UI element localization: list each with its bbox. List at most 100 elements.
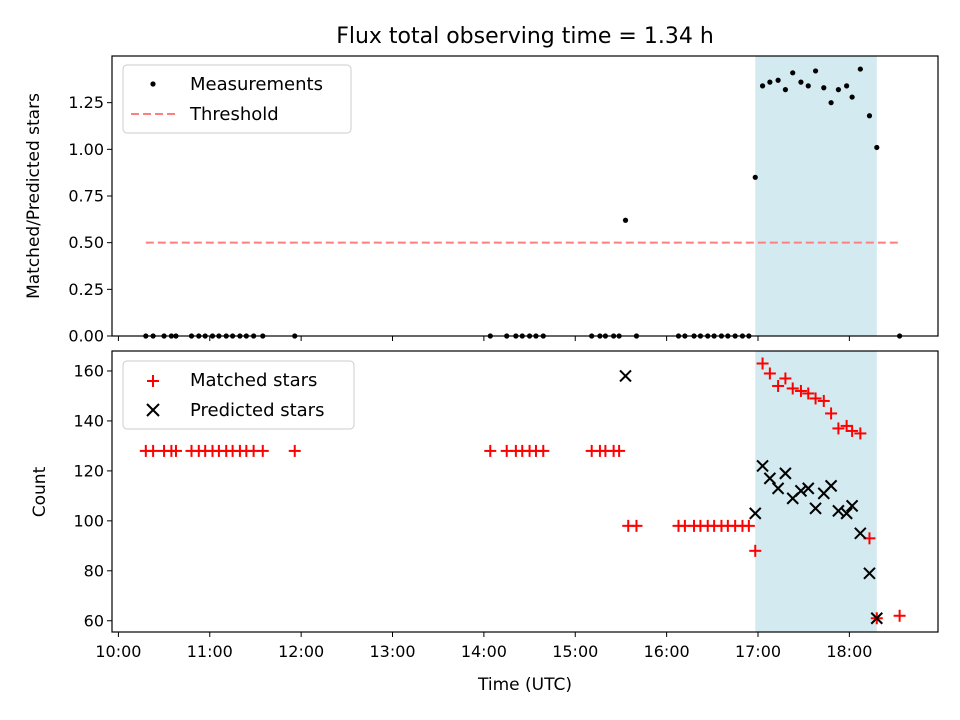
predicted-stars-point [619,369,632,383]
y-tick-label: 0.00 [68,327,104,346]
bottom-panel-y-label: Count [30,466,50,517]
measurements-point [759,83,766,89]
predicted-stars-point [840,507,853,520]
predicted-stars-point [771,482,785,495]
top-panel: 0.00 0.25 0.50 0.75 1.00 1.25 Matched/Predict… [24,55,939,346]
x-stroke-2 [840,507,853,520]
predicted-stars-point [749,507,762,520]
measurements-point [844,83,850,89]
legend-predicted-label: Predicted stars [190,400,324,421]
matched-stars-point [630,519,643,532]
y-tick-label: 80 [84,561,104,580]
x-stroke-2 [863,567,876,580]
x-tick-label: 16:00 [644,642,690,661]
bottom-legend-box [122,360,355,430]
matched-stars-point [846,424,859,437]
matched-stars-point [832,422,845,435]
x-stroke-2 [824,479,838,493]
y-tick-label: 1.00 [68,140,104,159]
matched-stars-point [742,519,755,532]
x-stroke-2 [809,502,822,515]
predicted-stars-point [870,612,883,625]
matched-stars-point [825,407,838,420]
x-stroke-2 [749,507,762,520]
measurements-point [622,217,629,223]
predicted-stars-point [824,479,838,493]
matched-stars-point [749,544,762,557]
predicted-stars-point [794,484,808,498]
measurements-point [767,79,773,85]
y-tick-label: 100 [73,511,104,530]
legend-measurements-label: Measurements [190,74,323,95]
bottom-panel-x-ticks: 10:00 11:00 12:00 13:00 14:00 15:00 16:00 17:00… [95,632,872,661]
measurements-point [849,94,855,100]
measurements-point [782,87,789,93]
matched-stars-point [794,384,807,397]
bottom-panel-legend: Matched stars Predicted stars [122,360,355,430]
matched-stars-point [779,372,792,385]
matched-stars-point [772,379,785,392]
y-tick-label: 0.25 [68,280,104,299]
x-axis-label: Time (UTC) [477,675,572,695]
measurements-point [866,113,873,119]
predicted-stars-point [763,472,777,485]
x-stroke-2 [870,612,883,625]
x-stroke-2 [756,459,769,473]
matched-stars-point [854,427,867,440]
y-tick-label: 0.75 [68,187,104,206]
matched-stars-point [817,394,830,407]
bottom-panel: 60 80 100 120 140 160 10:00 11:00 12:00 13:00 14:… [30,350,939,661]
matched-stars-point [613,444,626,457]
y-tick-label: 0.50 [68,233,104,252]
predicted-stars-point [845,499,859,513]
measurements-point [790,70,796,76]
x-stroke-2 [854,527,867,540]
matched-stars-point [147,444,160,457]
x-tick-label: 10:00 [95,642,141,661]
matched-stars-point [756,357,769,370]
x-tick-label: 18:00 [826,642,872,661]
bottom-panel-y-ticks: 60 80 100 120 140 160 [73,361,112,630]
y-tick-label: 120 [73,461,104,480]
legend-matched-label: Matched stars [190,370,317,391]
measurements-point [752,174,758,180]
legend-predicted-marker [146,403,160,417]
measurements-point [821,85,827,91]
measurements-point [798,79,804,85]
x-stroke-2 [802,482,815,495]
matched-stars-point [763,367,776,380]
matched-stars-point [169,444,182,457]
predicted-stars-point [809,502,822,515]
matched-stars-point [893,609,906,622]
matched-stars-point [537,444,550,457]
predicted-stars-point [756,459,769,473]
measurements-point [805,83,811,89]
legend-measurements-marker [150,81,156,87]
bottom-panel-series [139,357,906,625]
x-tick-label: 12:00 [278,642,324,661]
x-stroke-2 [794,484,808,498]
top-panel-y-label: Matched/Predicted stars [24,93,44,299]
top-panel-legend: Measurements Threshold [122,64,352,134]
matched-stars-point [256,444,269,457]
x-stroke-2 [832,504,845,518]
x-stroke-2 [619,369,632,383]
legend-threshold-label: Threshold [189,104,279,125]
chart-title: Flux total observing time = 1.34 h [336,24,714,49]
predicted-stars-point [802,482,815,495]
measurements-point [874,144,880,151]
bottom-panel-frame [111,350,939,633]
predicted-stars-point [779,467,792,480]
y-tick-label: 1.25 [68,93,104,112]
top-panel-y-ticks: 0.00 0.25 0.50 0.75 1.00 1.25 [68,93,112,346]
x-stroke-2 [845,499,859,513]
x-stroke-2 [779,467,792,480]
x-tick-label: 11:00 [187,642,233,661]
predicted-stars-point [854,527,867,540]
measurements-point [812,68,819,74]
x-tick-label: 14:00 [461,642,507,661]
matched-stars-point [484,444,497,457]
top-legend-box [122,64,352,134]
measurements-point [835,87,842,93]
